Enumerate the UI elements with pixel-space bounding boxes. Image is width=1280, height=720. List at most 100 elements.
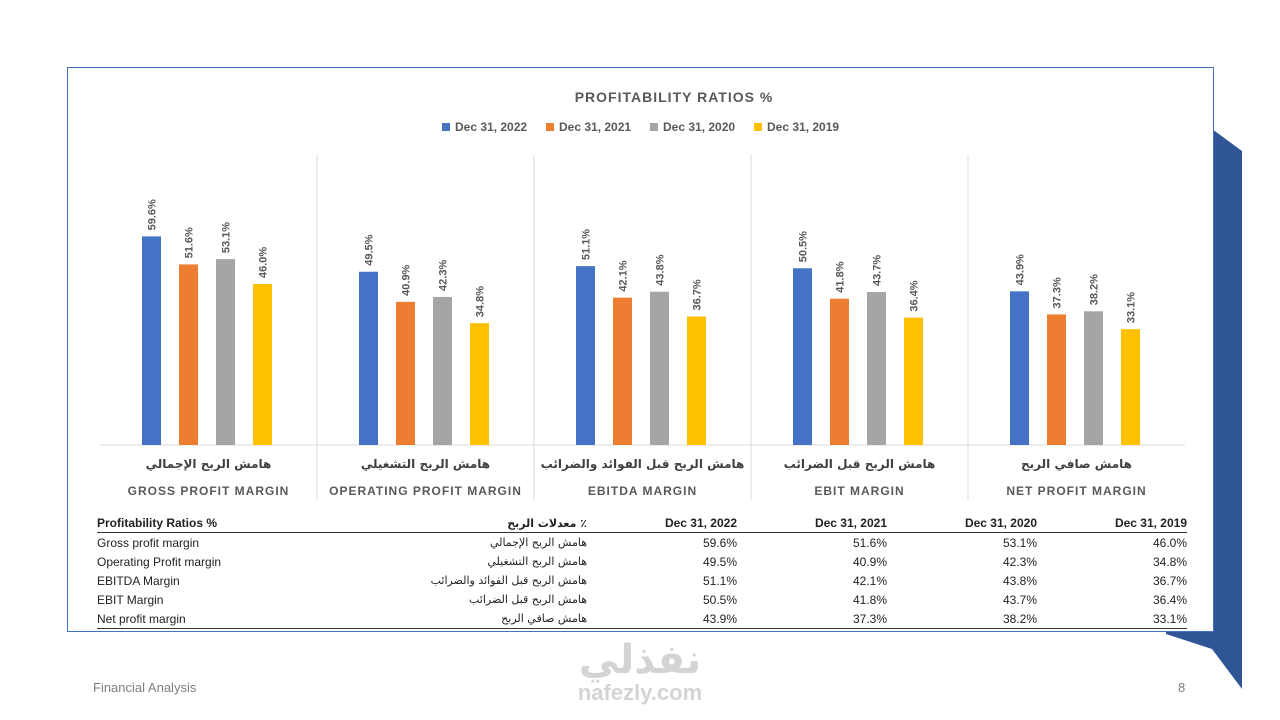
category-label-arabic: هامش الربح قبل الفوائد والضرائب [541, 457, 745, 472]
page-number: 8 [1178, 680, 1186, 695]
bar [253, 284, 272, 445]
category-labels: هامش الربح الإجمالي GROSS PROFIT MARGIN ها… [128, 457, 1146, 498]
data-label: 42.1% [618, 260, 630, 291]
cell-value: 59.6% [702, 535, 737, 550]
row-label-arabic: هامش الربح التشغيلي [487, 555, 587, 568]
category-label-arabic: هامش الربح التشغيلي [361, 457, 490, 471]
header-2022: Dec 31, 2022 [587, 514, 737, 533]
bar [179, 264, 198, 445]
table-row: Gross profit margin هامش الربح الإجمالي … [97, 533, 1187, 553]
data-labels: 59.6% 51.6% 53.1% 46.0% 49.5% 40.9% 42.3% 34.8%… [147, 199, 1138, 323]
chart-legend: Dec 31, 2022 Dec 31, 2021 Dec 31, 2020 Dec … [442, 120, 839, 134]
legend-swatch [442, 123, 450, 131]
category-label: NET PROFIT MARGIN [1006, 484, 1146, 498]
legend-label: Dec 31, 2020 [663, 120, 735, 134]
cell-value: 38.2% [887, 609, 1037, 629]
cell-value: 51.6% [852, 535, 887, 550]
bar [613, 297, 632, 445]
cell-value: 36.7% [1152, 573, 1187, 588]
cell-value: 43.7% [1002, 592, 1037, 607]
data-label: 41.8% [835, 261, 847, 292]
cell-value: 41.8% [852, 592, 887, 607]
category-label: EBITDA MARGIN [588, 484, 697, 498]
bar [867, 292, 886, 445]
data-label: 46.0% [258, 247, 270, 278]
legend-swatch [546, 123, 554, 131]
cell-value: 50.5% [702, 592, 737, 607]
data-label: 43.7% [872, 255, 884, 286]
header-profitability-ratios: Profitability Ratios % [97, 514, 357, 533]
table-header-row: Profitability Ratios % معدلات الربح ٪ De… [97, 514, 1187, 533]
row-label: EBIT Margin [97, 592, 164, 607]
bar [830, 298, 849, 445]
cell-value: 33.1% [1037, 609, 1187, 629]
row-label: Net profit margin [97, 609, 357, 629]
cell-value: 43.8% [1002, 573, 1037, 588]
footer-title: Financial Analysis [93, 680, 197, 695]
watermark-logo: نفذلي nafezly.com [560, 638, 720, 704]
row-label-arabic: هامش الربح قبل الضرائب [468, 593, 587, 606]
cell-value: 42.3% [1002, 554, 1037, 569]
cell-value: 43.9% [587, 609, 737, 629]
data-label: 50.5% [798, 231, 810, 262]
data-label: 38.2% [1089, 274, 1101, 305]
bar [1010, 291, 1029, 445]
data-label: 43.9% [1015, 254, 1027, 285]
data-table: Profitability Ratios % معدلات الربح ٪ De… [97, 514, 1187, 629]
header-2019: Dec 31, 2019 [1037, 514, 1187, 533]
bar [1047, 314, 1066, 445]
header-2021: Dec 31, 2021 [737, 514, 887, 533]
legend-label: Dec 31, 2022 [455, 120, 527, 134]
bar-chart: PROFITABILITY RATIOS % Dec 31, 2022 Dec 3… [100, 89, 1185, 500]
legend-label: Dec 31, 2019 [767, 120, 839, 134]
category-dividers [100, 155, 1185, 500]
data-label: 49.5% [364, 234, 376, 265]
category-label: OPERATING PROFIT MARGIN [329, 484, 522, 498]
data-label: 43.8% [655, 254, 667, 285]
header-2020: Dec 31, 2020 [887, 514, 1037, 533]
header-arabic: معدلات الربح ٪ [357, 514, 587, 533]
bar [1121, 329, 1140, 445]
table-row: Operating Profit margin هامش الربح التشغ… [97, 552, 1187, 571]
data-label: 40.9% [401, 264, 413, 295]
data-label: 59.6% [147, 199, 159, 230]
watermark-arabic: نفذلي [578, 637, 702, 683]
bar [433, 296, 452, 445]
category-label-arabic: هامش الربح الإجمالي [146, 457, 272, 471]
table-row: EBITDA Margin هامش الربح قبل الفوائد وال… [97, 571, 1187, 590]
table-row: EBIT Margin هامش الربح قبل الضرائب 50.5%… [97, 590, 1187, 609]
decorative-side-shape [1166, 129, 1242, 689]
bar [396, 301, 415, 445]
row-label-arabic: هامش الربح الإجمالي [489, 536, 587, 549]
row-label: Gross profit margin [97, 535, 200, 550]
data-label: 36.4% [909, 280, 921, 311]
data-label: 53.1% [221, 222, 233, 253]
bar [1084, 311, 1103, 445]
row-label: EBITDA Margin [97, 573, 180, 588]
bar [576, 266, 595, 445]
cell-value: 36.4% [1152, 592, 1187, 607]
cell-value: 37.3% [737, 609, 887, 629]
legend-swatch [650, 123, 658, 131]
cell-value: 46.0% [1152, 535, 1187, 550]
data-label: 34.8% [475, 286, 487, 317]
bar [470, 323, 489, 445]
data-label: 42.3% [438, 260, 450, 291]
category-label: EBIT MARGIN [814, 484, 904, 498]
data-label: 51.1% [581, 229, 593, 260]
row-label: Operating Profit margin [97, 554, 222, 569]
bar [904, 317, 923, 445]
cell-value: 49.5% [702, 554, 737, 569]
table-row: Net profit margin هامش صافي الربح 43.9% … [97, 609, 1187, 629]
data-label: 51.6% [184, 227, 196, 258]
bar [793, 268, 812, 445]
category-label: GROSS PROFIT MARGIN [128, 484, 290, 498]
category-label-arabic: هامش صافي الربح [1021, 457, 1132, 471]
row-label-arabic: هامش الربح قبل الفوائد والضرائب [430, 574, 587, 587]
bar [650, 291, 669, 445]
cell-value: 40.9% [852, 554, 887, 569]
bar [216, 259, 235, 445]
legend-label: Dec 31, 2021 [559, 120, 631, 134]
row-label-arabic: هامش صافي الربح [357, 609, 587, 629]
data-table-container: Profitability Ratios % معدلات الربح ٪ De… [97, 514, 1187, 629]
